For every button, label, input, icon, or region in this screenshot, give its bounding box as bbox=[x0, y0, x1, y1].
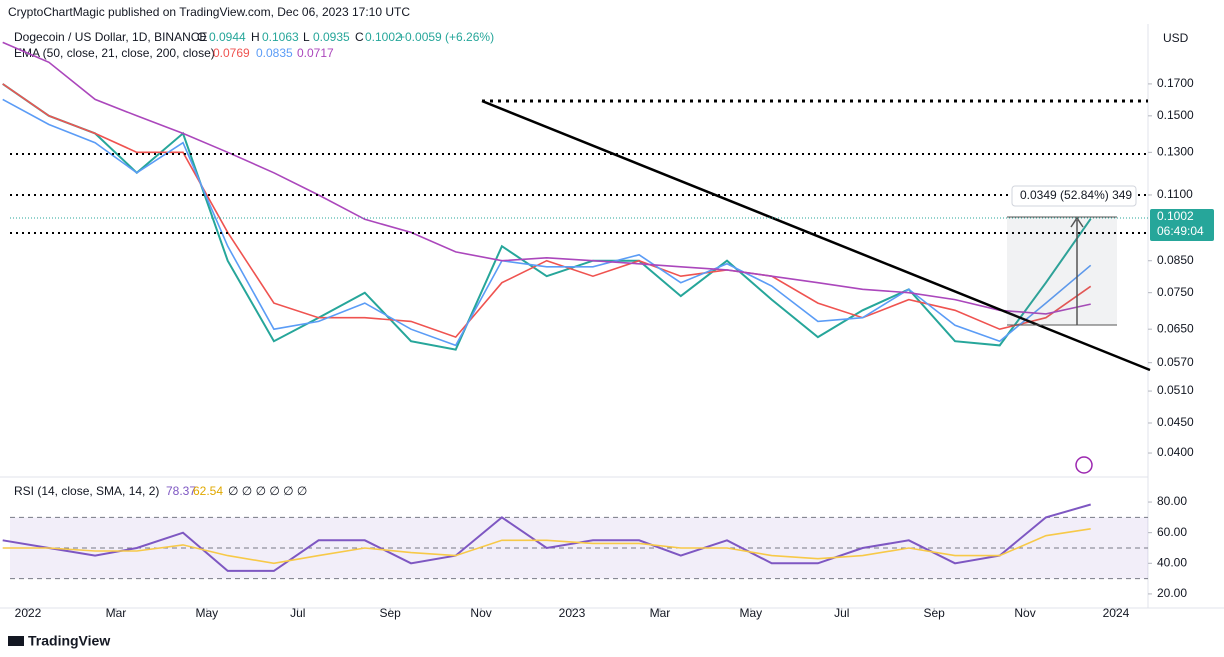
h-label: H bbox=[251, 30, 260, 44]
rsi-value: 78.37 bbox=[166, 484, 196, 498]
series-line bbox=[2, 83, 1092, 339]
y-tick-label: 0.1100 bbox=[1157, 187, 1193, 201]
rsi-sma-value: 62.54 bbox=[193, 484, 223, 498]
rsi-label: RSI (14, close, SMA, 14, 2) bbox=[14, 484, 159, 498]
c-label: C bbox=[355, 30, 364, 44]
x-tick-label: Mar bbox=[650, 606, 671, 620]
measure-arrow-head bbox=[1070, 216, 1084, 228]
pane bbox=[2, 41, 1092, 351]
currency[interactable]: USD bbox=[1163, 31, 1189, 45]
y-tick-label: 40.00 bbox=[1157, 555, 1187, 569]
x-tick-label: 2024 bbox=[1103, 606, 1130, 620]
y-tick-label: 0.1700 bbox=[1157, 76, 1194, 90]
ema-label: EMA (50, close, 21, close, 200, close) bbox=[14, 46, 215, 60]
x-tick-label: May bbox=[740, 606, 763, 620]
measure-text: 0.0349 (52.84%) 349 bbox=[1020, 188, 1132, 202]
x-tick-label: Sep bbox=[923, 606, 945, 620]
x-tick-label: Jul bbox=[834, 606, 849, 620]
y-tick-label: 0.0450 bbox=[1157, 415, 1194, 429]
symbol: Dogecoin / US Dollar, 1D, BINANCE bbox=[14, 30, 207, 44]
x-tick-label: Nov bbox=[1014, 606, 1035, 620]
y-tick-label: 0.1300 bbox=[1157, 145, 1194, 159]
pane bbox=[2, 503, 1148, 580]
y-tick-label: 0.0750 bbox=[1157, 285, 1194, 299]
y-tick-label: 0.0570 bbox=[1157, 355, 1194, 369]
y-tick-label: 0.0400 bbox=[1157, 445, 1194, 459]
measure-tag bbox=[1011, 185, 1137, 207]
y-tick-label: 0.0850 bbox=[1157, 253, 1194, 267]
x-tick-label: Jul bbox=[290, 606, 305, 620]
l-label: L bbox=[303, 30, 310, 44]
x-tick-label: 2023 bbox=[559, 606, 586, 620]
l-value: 0.0935 bbox=[313, 30, 350, 44]
ema50-value: 0.0769 bbox=[213, 46, 250, 60]
x-tick-label: Nov bbox=[470, 606, 491, 620]
series-line bbox=[2, 528, 1091, 565]
y-tick-label: 0.1500 bbox=[1157, 108, 1194, 122]
ema200-value: 0.0717 bbox=[297, 46, 334, 60]
ema21-value: 0.0835 bbox=[256, 46, 293, 60]
countdown: 06:49:04 bbox=[1157, 224, 1204, 238]
y-tick-label: 60.00 bbox=[1157, 525, 1187, 539]
series-line bbox=[2, 98, 1092, 347]
series-line bbox=[2, 503, 1091, 572]
price-tag-value: 0.1002 bbox=[1157, 209, 1194, 223]
series-line bbox=[2, 41, 1091, 315]
rsi-extra: ∅ ∅ ∅ ∅ ∅ ∅ bbox=[228, 484, 307, 498]
x-tick-label: Sep bbox=[379, 606, 401, 620]
y-tick-label: 0.0510 bbox=[1157, 383, 1194, 397]
y-tick-label: 80.00 bbox=[1157, 494, 1187, 508]
drawings: 0.0349 (52.84%) 349 bbox=[10, 99, 1151, 474]
o-label: O bbox=[197, 30, 206, 44]
price-tag bbox=[1150, 209, 1214, 241]
h-value: 0.1063 bbox=[262, 30, 299, 44]
published-note: CryptoChartMagic published on TradingVie… bbox=[8, 5, 410, 19]
c-value: 0.1002 bbox=[365, 30, 402, 44]
y-tick-label: 20.00 bbox=[1157, 586, 1187, 600]
change: +0.0059 (+6.26%) bbox=[398, 30, 494, 44]
logo-mark bbox=[8, 636, 24, 646]
x-tick-label: May bbox=[196, 606, 219, 620]
y-tick-label: 0.0650 bbox=[1157, 321, 1194, 335]
x-tick-label: Mar bbox=[106, 606, 127, 620]
x-tick-label: 2022 bbox=[15, 606, 42, 620]
footer-logo: TradingView bbox=[28, 633, 110, 649]
alert-icon[interactable] bbox=[1075, 456, 1093, 474]
measure-box bbox=[1007, 217, 1117, 325]
o-value: 0.0944 bbox=[209, 30, 246, 44]
